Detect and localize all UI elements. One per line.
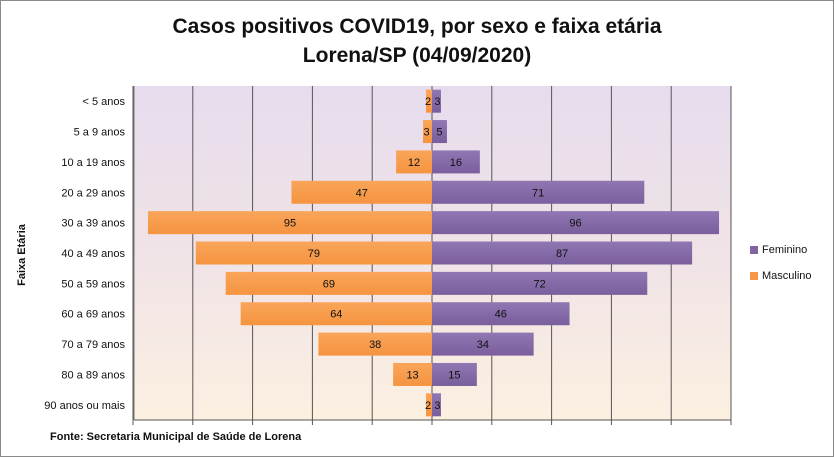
data-label-feminino: 5 (436, 127, 442, 139)
data-label-feminino: 34 (477, 339, 489, 351)
bar-feminino (432, 362, 477, 386)
data-label-feminino: 46 (495, 309, 507, 321)
bar-feminino (432, 180, 645, 204)
data-label-masculino: 47 (356, 187, 368, 199)
bar-masculino (426, 89, 432, 113)
bar-feminino (432, 241, 693, 265)
data-label-feminino: 3 (434, 96, 440, 108)
data-label-masculino: 79 (308, 248, 320, 260)
legend-swatch-feminino (750, 246, 758, 254)
legend-swatch-masculino (750, 272, 758, 280)
data-label-masculino: 13 (406, 369, 418, 381)
bar-feminino (432, 120, 447, 144)
data-label-feminino: 96 (569, 218, 581, 230)
data-label-masculino: 95 (284, 218, 296, 230)
legend-item-masculino: Masculino (750, 269, 812, 283)
legend-item-feminino: Feminino (750, 243, 812, 257)
legend-label-feminino: Feminino (762, 244, 808, 256)
data-label-feminino: 87 (556, 248, 568, 260)
data-label-feminino: 15 (448, 369, 460, 381)
y-axis-label: Faixa Etária (16, 224, 28, 286)
bar-masculino (396, 150, 432, 174)
category-tick-label: 50 a 59 anos (61, 278, 125, 290)
bar-feminino (432, 211, 720, 235)
bar-feminino (432, 332, 534, 356)
data-label-feminino: 16 (450, 157, 462, 169)
category-tick-label: 60 a 69 anos (61, 309, 125, 321)
source-note: Fonte: Secretaria Municipal de Saúde de … (50, 431, 302, 443)
legend-label-masculino: Masculino (762, 270, 812, 282)
data-label-feminino: 71 (532, 187, 544, 199)
data-label-masculino: 12 (408, 157, 420, 169)
bar-masculino (240, 302, 432, 326)
category-tick-label: 90 anos ou mais (44, 400, 125, 412)
category-tick-label: 80 a 89 anos (61, 369, 125, 381)
data-label-masculino: 38 (369, 339, 381, 351)
category-tick-label: 30 a 39 anos (61, 218, 125, 230)
data-label-masculino: 2 (425, 96, 431, 108)
category-tick-label: < 5 anos (82, 96, 125, 108)
category-tick-label: 10 a 19 anos (61, 157, 125, 169)
chart-title-line1: Casos positivos COVID19, por sexo e faix… (172, 15, 662, 38)
data-label-feminino: 72 (534, 278, 546, 290)
bar-feminino (432, 150, 480, 174)
bar-masculino (423, 120, 432, 144)
legend: Feminino Masculino (750, 243, 812, 295)
bar-masculino (318, 332, 432, 356)
bar-masculino (393, 362, 432, 386)
data-label-masculino: 69 (323, 278, 335, 290)
bar-masculino (195, 241, 432, 265)
bar-masculino (291, 180, 432, 204)
data-label-masculino: 2 (425, 400, 431, 412)
bar-feminino (432, 393, 441, 417)
data-label-feminino: 3 (434, 400, 440, 412)
category-tick-label: 5 a 9 anos (74, 127, 126, 139)
bar-masculino (225, 271, 432, 295)
category-tick-label: 20 a 29 anos (61, 187, 125, 199)
bar-masculino (147, 211, 432, 235)
category-tick-label: 70 a 79 anos (61, 339, 125, 351)
data-label-masculino: 3 (423, 127, 429, 139)
data-label-masculino: 64 (330, 309, 342, 321)
bar-feminino (432, 271, 648, 295)
category-tick-label: 40 a 49 anos (61, 248, 125, 260)
chart-title: Casos positivos COVID19, por sexo e faix… (0, 12, 834, 70)
bar-masculino (426, 393, 432, 417)
bar-feminino (432, 89, 441, 113)
chart-title-line2: Lorena/SP (04/09/2020) (302, 44, 532, 67)
bar-feminino (432, 302, 570, 326)
